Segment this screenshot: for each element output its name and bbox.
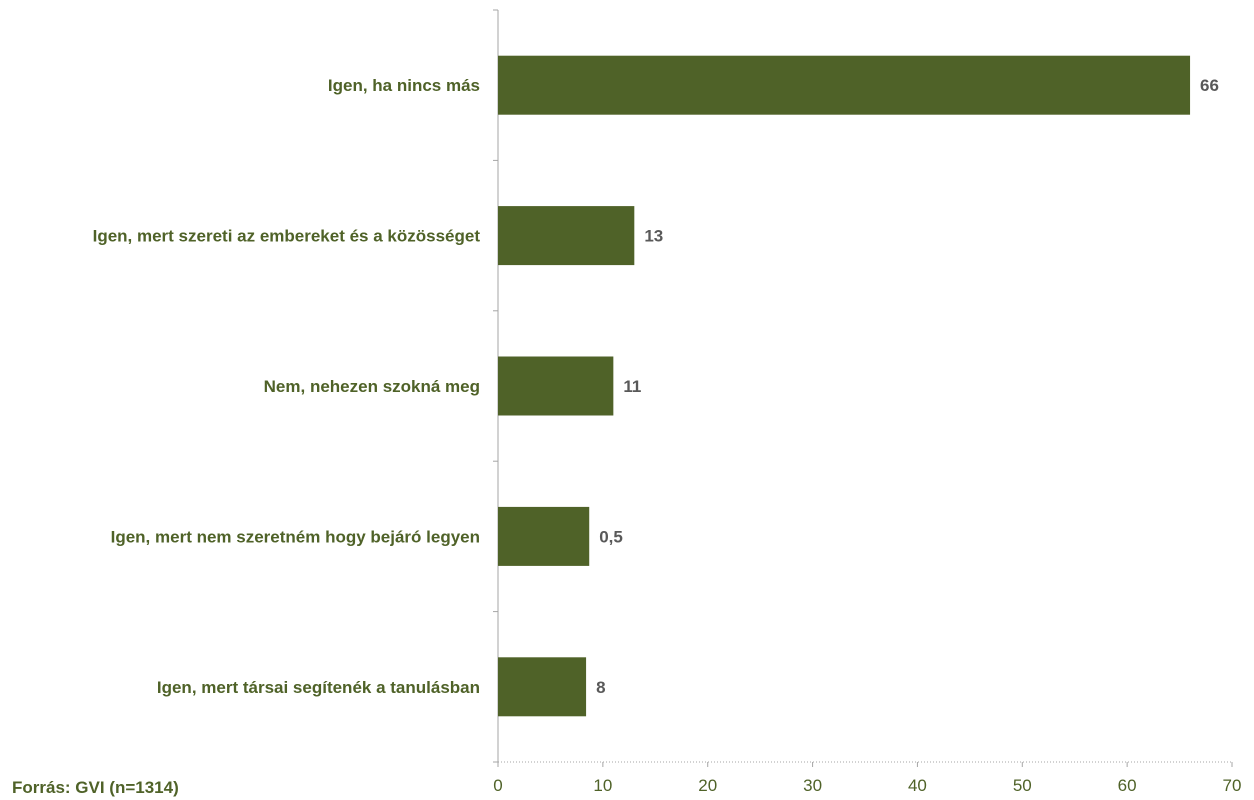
x-tick-label: 0 bbox=[493, 776, 502, 795]
data-label: 8 bbox=[596, 678, 605, 697]
x-tick-label: 60 bbox=[1118, 776, 1137, 795]
bar bbox=[498, 657, 587, 717]
x-tick-label: 10 bbox=[593, 776, 612, 795]
x-tick-label: 20 bbox=[698, 776, 717, 795]
data-label: 0,5 bbox=[599, 527, 623, 546]
x-tick-label: 70 bbox=[1223, 776, 1242, 795]
category-label: Igen, mert nem szeretném hogy bejáró leg… bbox=[111, 527, 480, 546]
bar bbox=[498, 55, 1191, 115]
category-label: Igen, mert szereti az embereket és a köz… bbox=[93, 227, 481, 246]
x-tick-label: 30 bbox=[803, 776, 822, 795]
category-label: Igen, mert társai segítenék a tanulásban bbox=[157, 678, 480, 697]
bar bbox=[498, 356, 614, 416]
chart-bars bbox=[498, 55, 1191, 717]
data-label: 11 bbox=[623, 377, 641, 396]
bar bbox=[498, 506, 590, 566]
data-label: 66 bbox=[1200, 76, 1219, 95]
x-tick-label: 50 bbox=[1013, 776, 1032, 795]
category-label: Nem, nehezen szokná meg bbox=[264, 377, 480, 396]
chart-labels: 0 10 20 30 40 50 60 70 Igen, ha nincs más 66 Igen,… bbox=[93, 76, 1242, 795]
data-label: 13 bbox=[644, 227, 663, 246]
x-tick-label: 40 bbox=[908, 776, 927, 795]
source-note: Forrás: GVI (n=1314) bbox=[12, 778, 179, 797]
category-label: Igen, ha nincs más bbox=[328, 76, 480, 95]
bar bbox=[498, 206, 635, 266]
